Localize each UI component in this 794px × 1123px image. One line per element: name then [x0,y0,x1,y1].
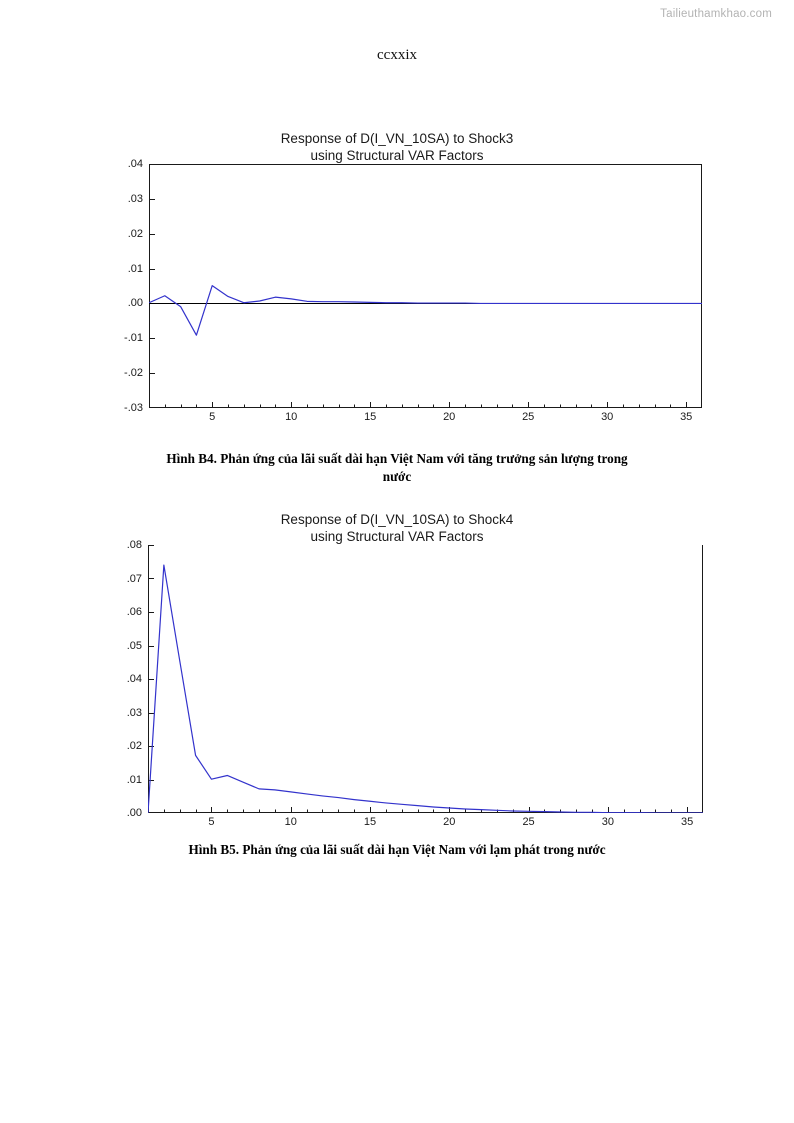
chart1-ytick-label: .04 [127,158,143,170]
chart1-y-axis-labels: .04 .03 .02 .01 .00 -.01 -.02 -.03 [87,158,149,428]
caption-b4-line1: Hình B4. Phản ứng của lãi suất dài hạn V… [166,451,628,466]
chart1-xtick-label: 30 [601,411,614,423]
chart2-xtick-label: 5 [208,816,215,828]
chart1-ytick-label: .01 [127,262,143,275]
chart2-plot-area [148,545,703,813]
chart2-plot: .08 .07 .06 .05 .04 .03 .02 .01 .00 5 10 15 20 25 30 3… [86,539,708,834]
chart2-ytick-label: .07 [126,572,142,585]
page-number: ccxxix [377,47,417,63]
chart2-ytick-label: .00 [126,807,142,819]
chart2-xtick-label: 10 [284,816,297,828]
caption-b4-line2: nước [382,469,412,484]
chart1-xtick-label: 15 [364,411,377,423]
chart2-x-axis-labels: 5 10 15 20 25 30 35 [86,816,708,834]
chart-block-shock3: Response of D(I_VN_10SA) to Shock3 using… [0,130,794,428]
chart1-ytick-label: -.01 [124,332,143,345]
chart2-xtick-label: 25 [522,816,535,828]
caption-b5-line1: Hình B5. Phản ứng của lãi suất dài hạn V… [188,842,606,857]
caption-hinh-b4: Hình B4. Phản ứng của lãi suất dài hạn V… [0,450,794,486]
chart2-title: Response of D(I_VN_10SA) to Shock4 [280,512,514,527]
chart1-x-axis-labels: 5 10 15 20 25 30 35 [87,411,707,429]
chart1-xtick-label: 20 [443,411,456,423]
chart2-ytick-label: .06 [126,606,142,618]
chart2-subtitle: using Structural VAR Factors [310,529,484,544]
chart2-y-axis-labels: .08 .07 .06 .05 .04 .03 .02 .01 .00 [86,539,148,833]
chart2-xtick-label: 30 [601,816,614,828]
chart1-series-line [149,285,702,336]
chart1-xtick-label: 25 [522,411,535,423]
chart2-ytick-label: .04 [126,673,142,685]
chart1-ytick-label: .03 [127,192,143,205]
chart2-ytick-label: .08 [126,539,142,551]
watermark-text: Tailieuthamkhao.com [660,8,772,20]
chart2-xtick-label: 20 [443,816,456,828]
chart1-plot-area [149,164,702,408]
chart1-xtick-label: 35 [680,411,693,423]
chart2-ytick-label: .05 [126,639,142,652]
caption-hinh-b5: Hình B5. Phản ứng của lãi suất dài hạn V… [0,841,794,859]
chart2-series-line [148,564,703,813]
chart1-ytick-label: -.03 [124,402,143,414]
chart1-ytick-label: -.02 [124,367,143,380]
chart-block-shock4: Response of D(I_VN_10SA) to Shock4 using… [0,511,794,833]
chart1-title: Response of D(I_VN_10SA) to Shock3 [280,131,514,146]
chart2-xtick-label: 15 [363,816,377,828]
chart1-ytick-label: .02 [127,227,143,240]
chart2-svg [148,545,703,813]
chart1-svg [149,164,702,408]
chart1-xtick-label: 10 [285,411,298,423]
chart1-ytick-label: .00 [127,297,143,310]
chart1-xtick-label: 5 [209,411,216,423]
chart2-xtick-label: 35 [681,816,694,828]
chart2-ytick-label: .02 [126,740,142,752]
chart2-ytick-label: .01 [126,773,142,786]
chart1-subtitle: using Structural VAR Factors [310,148,484,163]
chart2-ytick-label: .03 [126,706,142,719]
chart1-plot: .04 .03 .02 .01 .00 -.01 -.02 -.03 5 10 15 20 25 30 3… [87,158,707,429]
